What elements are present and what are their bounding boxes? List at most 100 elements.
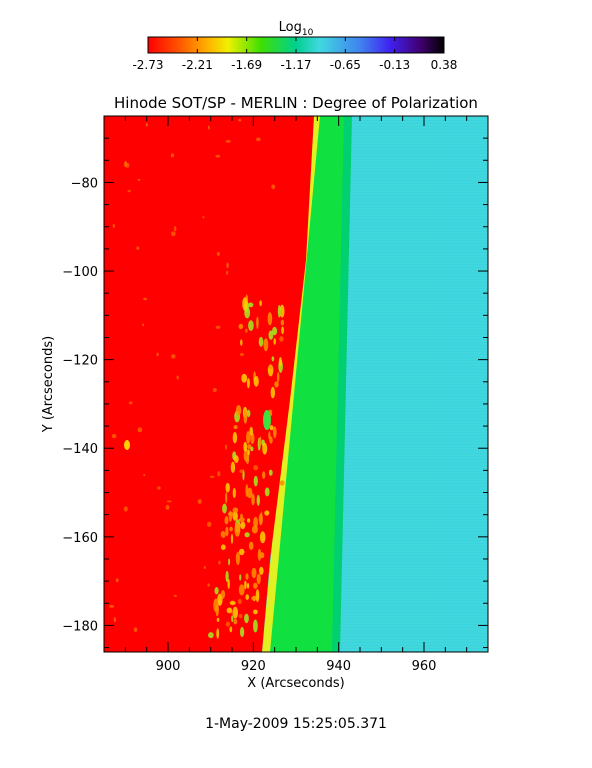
disk-speck [207, 583, 210, 587]
bright-feature [271, 356, 275, 362]
disk-speck [225, 444, 227, 450]
x-tick-label: 960 [412, 659, 437, 674]
bright-feature [242, 297, 248, 311]
bright-feature [253, 475, 258, 487]
bright-feature [268, 365, 273, 370]
bright-feature [251, 596, 257, 601]
bright-feature [226, 607, 233, 614]
bright-feature [257, 548, 262, 561]
disk-speck [244, 328, 248, 333]
disk-speck [271, 184, 276, 190]
disk-speck [165, 504, 170, 510]
bright-feature [222, 503, 227, 514]
disk-speck [253, 465, 259, 471]
disk-speck [218, 560, 221, 565]
disk-speck [238, 613, 243, 619]
bright-feature [238, 323, 244, 330]
disk-speck [142, 323, 145, 327]
bright-feature [259, 531, 266, 544]
disk-speck [166, 500, 172, 503]
disk-speck [209, 475, 215, 478]
disk-speck [202, 216, 205, 219]
disk-speck [170, 153, 175, 158]
bright-feature [263, 338, 269, 352]
disk-speck [133, 627, 138, 632]
bright-feature [233, 455, 239, 463]
disk-speck [157, 486, 161, 490]
bright-feature [230, 533, 234, 544]
disk-speck [237, 598, 242, 605]
bright-feature [232, 507, 239, 513]
bright-feature [243, 410, 248, 424]
bright-feature [262, 471, 266, 479]
disk-speck [111, 433, 117, 439]
bright-feature [234, 522, 241, 537]
bright-feature [258, 439, 261, 448]
disk-speck [221, 532, 226, 539]
y-axis-label: Y (Arcseconds) [41, 336, 56, 433]
x-axis-ticks: 900 920 940 960 [103, 116, 489, 674]
bright-feature [238, 517, 245, 523]
bright-feature [238, 548, 245, 556]
chart-title: Hinode SOT/SP - MERLIN : Degree of Polar… [114, 94, 478, 112]
bright-feature [273, 426, 277, 439]
bright-feature [228, 558, 231, 566]
bright-feature [273, 338, 276, 345]
disk-speck [123, 161, 127, 168]
disk-speck [203, 565, 206, 570]
bright-feature [220, 544, 226, 550]
y-tick-label: −180 [62, 619, 98, 634]
x-tick-label: 900 [156, 659, 181, 674]
disk-speck [279, 336, 284, 342]
bright-feature [260, 511, 263, 524]
bright-feature [267, 312, 273, 326]
timestamp: 1-May-2009 15:25:05.371 [205, 716, 387, 732]
disk-speck [225, 140, 231, 143]
disk-speck [115, 578, 119, 583]
bright-feature [225, 570, 229, 583]
bright-feature [245, 455, 250, 465]
colorbar-tick-label: -2.21 [182, 58, 213, 72]
y-axis-ticks: −80 −100 −120 −140 −160 −180 [62, 115, 488, 649]
bright-feature [259, 300, 262, 307]
disk-speck [239, 469, 244, 474]
limb-green-band [266, 116, 344, 652]
bright-feature [213, 598, 219, 613]
colorbar-tick-label: -0.13 [379, 58, 410, 72]
bright-feature [232, 511, 238, 521]
bright-feature [264, 487, 270, 497]
bright-feature [262, 442, 268, 455]
x-tick-label: 920 [241, 659, 266, 674]
bright-feature [231, 615, 234, 623]
disk-speck [212, 388, 217, 392]
bright-feature [247, 302, 254, 308]
disk-speck [171, 231, 176, 237]
bright-feature [259, 566, 264, 576]
bright-feature [251, 493, 255, 506]
colorbar-tick-label: -1.17 [280, 58, 311, 72]
bright-feature [238, 584, 245, 596]
bright-feature [253, 619, 258, 633]
bright-feature [244, 580, 247, 590]
bright-feature [227, 578, 230, 590]
bright-feature [246, 378, 250, 389]
disk-speck [171, 354, 176, 359]
bright-feature [268, 469, 273, 476]
bright-feature [233, 425, 238, 430]
bright-feature [232, 606, 238, 619]
bright-feature [225, 482, 230, 493]
colorbar-ticks: -2.73 -2.21 -1.69 -1.17 -0.65 -0.13 0.38 [132, 37, 457, 72]
bright-feature [274, 381, 279, 388]
bright-feature [278, 357, 282, 367]
bright-feature [268, 330, 274, 340]
bright-feature [240, 521, 246, 530]
disk-speck [215, 154, 221, 158]
bright-feature [270, 386, 275, 399]
bright-feature [246, 409, 251, 418]
green-patch [263, 410, 271, 430]
bright-feature [232, 487, 236, 499]
bright-feature [240, 513, 243, 519]
disk-speck [112, 224, 116, 228]
bright-feature [247, 449, 250, 456]
